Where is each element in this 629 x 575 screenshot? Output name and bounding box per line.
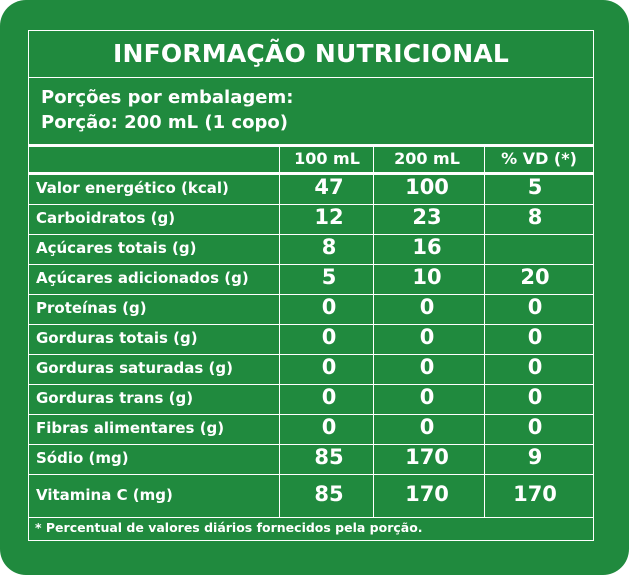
value-200ml: 0	[419, 295, 435, 319]
value-vd: 8	[527, 205, 543, 229]
row-divider	[29, 444, 593, 445]
portion-info: Porções por embalagem: Porção: 200 mL (1…	[41, 85, 293, 135]
nutrient-label: Gorduras trans (g)	[36, 389, 194, 407]
nutrient-label: Gorduras saturadas (g)	[36, 359, 233, 377]
value-100ml: 0	[321, 355, 337, 379]
value-200ml: 0	[419, 385, 435, 409]
nutrient-label: Proteínas (g)	[36, 299, 147, 317]
value-vd: 20	[520, 265, 550, 289]
nutrient-label: Fibras alimentares (g)	[36, 419, 225, 437]
value-100ml: 0	[321, 325, 337, 349]
servings-per-package: Porções por embalagem:	[41, 87, 294, 108]
value-200ml: 170	[405, 445, 449, 469]
value-200ml: 23	[412, 205, 442, 229]
nutrition-table-frame: INFORMAÇÃO NUTRICIONAL Porções por embal…	[28, 30, 594, 541]
value-vd: 9	[527, 445, 543, 469]
table-title: INFORMAÇÃO NUTRICIONAL	[112, 39, 509, 68]
value-100ml: 0	[321, 385, 337, 409]
column-divider	[373, 147, 374, 517]
value-100ml: 0	[321, 295, 337, 319]
row-divider	[29, 324, 593, 325]
value-100ml: 8	[321, 235, 337, 259]
column-divider	[484, 147, 485, 517]
portion-size: Porção: 200 mL (1 copo)	[41, 112, 288, 133]
nutrient-label: Açúcares totais (g)	[36, 239, 197, 257]
value-100ml: 85	[314, 481, 344, 506]
row-divider	[29, 204, 593, 205]
value-vd: 0	[527, 385, 543, 409]
header-divider	[29, 172, 593, 175]
divider	[29, 77, 593, 78]
value-vd: 0	[527, 295, 543, 319]
value-200ml: 0	[419, 355, 435, 379]
value-vd: 5	[527, 175, 543, 199]
nutrient-label: Açúcares adicionados (g)	[36, 269, 249, 287]
value-vd: 0	[527, 355, 543, 379]
value-200ml: 0	[419, 325, 435, 349]
nutrient-label: Gorduras totais (g)	[36, 329, 198, 347]
value-200ml: 170	[405, 481, 449, 506]
value-vd: 0	[527, 415, 543, 439]
divider	[29, 517, 593, 518]
row-divider	[29, 234, 593, 235]
value-100ml: 0	[321, 415, 337, 439]
nutrient-label: Sódio (mg)	[36, 449, 129, 467]
nutrient-label: Vitamina C (mg)	[36, 485, 173, 504]
value-vd: 0	[527, 325, 543, 349]
row-divider	[29, 264, 593, 265]
nutrient-label: Carboidratos (g)	[36, 209, 176, 227]
nutrient-label: Valor energético (kcal)	[36, 179, 229, 197]
value-200ml: 100	[405, 175, 449, 199]
value-100ml: 5	[321, 265, 337, 289]
column-divider	[279, 147, 280, 517]
value-200ml: 0	[419, 415, 435, 439]
value-vd: 170	[513, 481, 557, 506]
column-header-100ml: 100 mL	[294, 149, 360, 168]
row-divider	[29, 474, 593, 475]
column-header-200ml: 200 mL	[394, 149, 460, 168]
value-200ml: 16	[412, 235, 442, 259]
value-100ml: 85	[314, 445, 344, 469]
column-header-vd: % VD (*)	[501, 149, 577, 168]
divider	[29, 144, 593, 147]
row-divider	[29, 354, 593, 355]
row-divider	[29, 294, 593, 295]
row-divider	[29, 414, 593, 415]
value-200ml: 10	[412, 265, 442, 289]
value-100ml: 47	[314, 175, 344, 199]
value-100ml: 12	[314, 205, 344, 229]
footnote: * Percentual de valores diários fornecid…	[35, 520, 423, 535]
row-divider	[29, 384, 593, 385]
